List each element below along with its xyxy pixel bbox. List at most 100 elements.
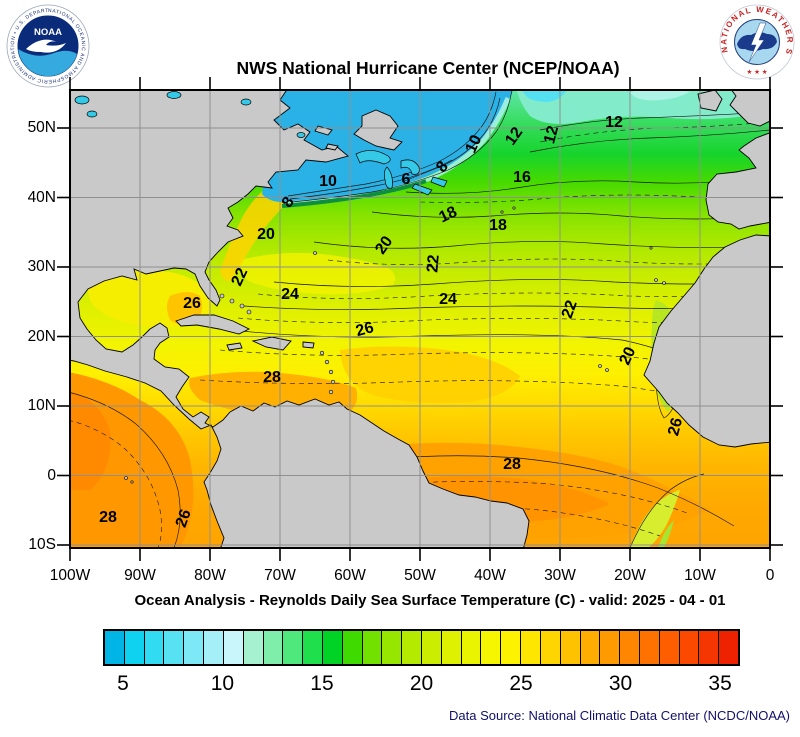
longitude-label: 50W bbox=[404, 567, 436, 584]
contour-label: 28 bbox=[99, 509, 117, 526]
colorbar-tick-label: 5 bbox=[117, 672, 129, 695]
data-source-credit: Data Source: National Climatic Data Cent… bbox=[449, 708, 790, 723]
colorbar-scale-labels: 5 10 15 20 25 30 35 bbox=[103, 672, 740, 698]
colorbar-cell bbox=[719, 631, 738, 664]
longitude-label: 60W bbox=[334, 567, 366, 584]
contour-label: 22 bbox=[228, 265, 251, 288]
tick-layer bbox=[57, 77, 783, 561]
noaa-globe-sea bbox=[18, 49, 77, 77]
contour-label: 18 bbox=[436, 203, 459, 226]
sst-north-wall bbox=[281, 179, 427, 208]
land-hispaniola bbox=[251, 336, 292, 351]
contour-label: 12 bbox=[541, 124, 562, 146]
colorbar-cell bbox=[422, 631, 442, 664]
sst-benguela-core bbox=[658, 520, 674, 548]
lakes-layer bbox=[74, 91, 448, 196]
colorbar-cell bbox=[164, 631, 185, 664]
sst-sargasso-warm bbox=[239, 252, 396, 295]
lake-north-3 bbox=[166, 91, 182, 99]
land-jamaica bbox=[226, 342, 243, 351]
colorbar-cell bbox=[699, 631, 720, 664]
colorbar-cell bbox=[679, 631, 700, 664]
temperature-colorbar bbox=[103, 629, 740, 666]
sst-cold-patch-north bbox=[521, 90, 567, 102]
colorbar-cell bbox=[540, 631, 561, 664]
sst-cool-patch bbox=[630, 90, 690, 101]
longitude-label: 90W bbox=[124, 567, 156, 584]
contour-label: 6 bbox=[402, 171, 411, 188]
map-content bbox=[70, 90, 770, 548]
nws-logo: NATIONAL WEATHER SERVICE ★ ★ ★ bbox=[719, 4, 795, 80]
lake-michigan bbox=[383, 166, 393, 189]
latitude-label: 0 bbox=[47, 466, 56, 484]
colorbar-cell bbox=[560, 631, 581, 664]
land-small-islands bbox=[124, 206, 666, 484]
nws-stars: ★ ★ ★ bbox=[746, 68, 767, 76]
contour-label: 24 bbox=[281, 286, 299, 303]
land-layer bbox=[70, 90, 770, 548]
colorbar-cell bbox=[441, 631, 462, 664]
colorbar-cell bbox=[481, 631, 502, 664]
contour-label: 28 bbox=[503, 456, 521, 473]
colorbar-cell bbox=[322, 631, 343, 664]
colorbar-tick-label: 20 bbox=[409, 672, 434, 695]
colorbar-cell bbox=[461, 631, 482, 664]
lake-north-2 bbox=[86, 110, 98, 118]
colorbar-tick-label: 30 bbox=[608, 672, 633, 695]
map-frame bbox=[69, 89, 771, 549]
land-europe bbox=[705, 132, 770, 230]
colorbar-cell bbox=[382, 631, 403, 664]
latitude-label: 40N bbox=[27, 188, 56, 206]
lake-north-1 bbox=[74, 95, 90, 105]
longitude-label: 30W bbox=[544, 567, 576, 584]
contour-label: 24 bbox=[439, 291, 457, 308]
colorbar-cell bbox=[342, 631, 363, 664]
contour-label: 22 bbox=[559, 298, 581, 321]
contour-label: 26 bbox=[173, 507, 195, 530]
colorbar-cell bbox=[362, 631, 383, 664]
colorbar-cell bbox=[521, 631, 541, 664]
contour-label: 20 bbox=[257, 226, 275, 243]
longitude-label: 40W bbox=[474, 567, 506, 584]
land-cuba bbox=[175, 314, 251, 335]
longitude-label: 70W bbox=[264, 567, 296, 584]
colorbar-cell bbox=[402, 631, 422, 664]
contour-label: 10 bbox=[462, 132, 485, 155]
contour-label: 26 bbox=[183, 295, 201, 312]
colorbar-cell bbox=[283, 631, 304, 664]
contour-label: 10 bbox=[319, 173, 337, 190]
colorbar-cell bbox=[184, 631, 205, 664]
colorbar-cell bbox=[223, 631, 244, 664]
longitude-label: 100W bbox=[49, 567, 91, 584]
longitude-label: 20W bbox=[614, 567, 646, 584]
colorbar-tick-label: 10 bbox=[210, 672, 235, 695]
land-americas bbox=[70, 90, 530, 548]
map-caption: Ocean Analysis - Reynolds Daily Sea Surf… bbox=[134, 592, 726, 609]
colorbar-cell bbox=[639, 631, 660, 664]
lake-north-5 bbox=[296, 132, 306, 138]
land-puerto-rico bbox=[302, 341, 315, 349]
colorbar-cell bbox=[144, 631, 165, 664]
lake-north-4 bbox=[240, 98, 252, 106]
contour-label: 18 bbox=[489, 217, 507, 234]
lake-superior bbox=[355, 150, 391, 165]
lake-ontario bbox=[430, 176, 448, 188]
latitude-label: 10N bbox=[27, 397, 56, 414]
colorbar-tick-label: 25 bbox=[509, 672, 533, 695]
colorbar-cell bbox=[243, 631, 264, 664]
colorbar-cell bbox=[303, 631, 323, 664]
contour-label: 28 bbox=[263, 369, 281, 386]
nws-lightning-bolt-icon bbox=[748, 22, 767, 63]
lake-erie bbox=[411, 183, 433, 196]
contour-label: 12 bbox=[605, 114, 623, 131]
colorbar-cell bbox=[105, 631, 125, 664]
colorbar-tick-label: 35 bbox=[708, 672, 732, 695]
land-britain bbox=[729, 90, 770, 127]
colorbar-cell bbox=[580, 631, 601, 664]
land-pei bbox=[325, 143, 339, 151]
sst-benguela-cool bbox=[630, 490, 680, 548]
sst-gulf-stream-tongue bbox=[220, 179, 297, 281]
colorbar-cell bbox=[620, 631, 640, 664]
contour-label: 26 bbox=[354, 319, 376, 340]
